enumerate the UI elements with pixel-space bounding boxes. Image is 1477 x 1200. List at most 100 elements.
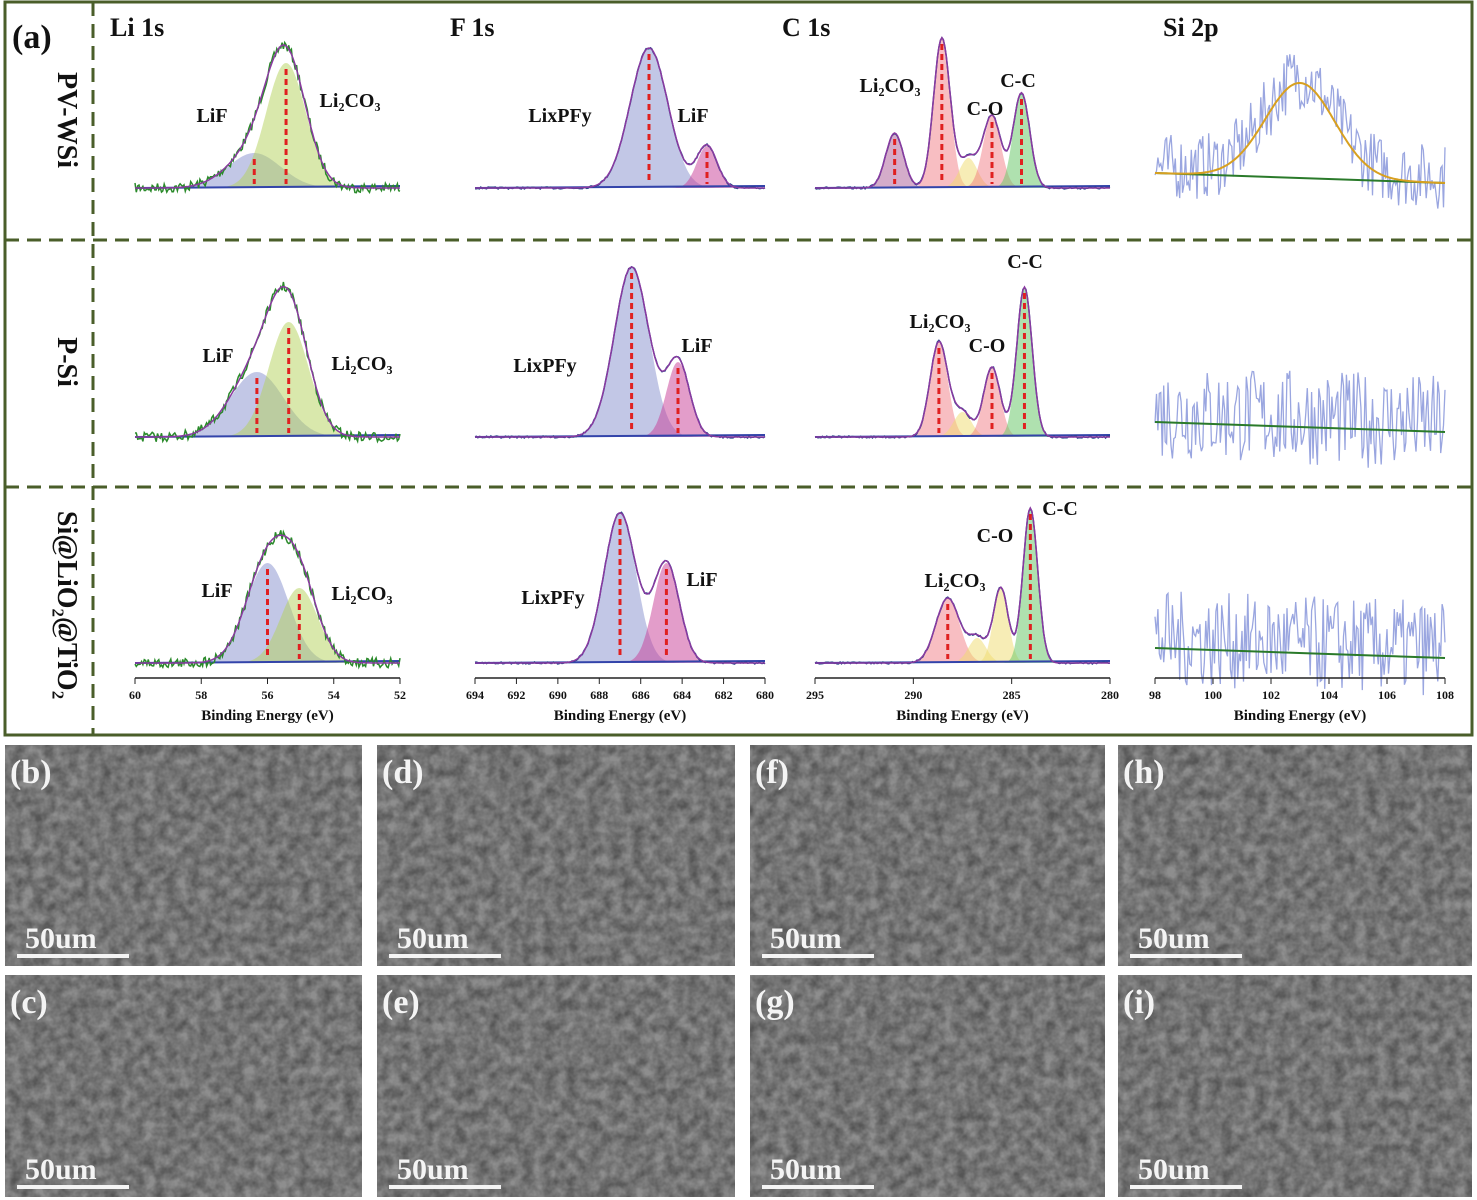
sem-texture [750,975,1105,1197]
fit-envelope [135,534,400,664]
sem-label: (e) [382,984,420,1021]
peak-label: LiF [681,335,712,357]
panel-frame [3,0,1474,737]
x-tick-label: 60 [129,688,141,702]
x-tick-label: 102 [1262,688,1280,702]
peak-component [135,63,400,188]
peak-label: Li₂CO₃ [320,90,381,112]
x-tick-label: 54 [328,688,340,702]
x-axis-label: Binding Energy (eV) [554,708,687,724]
row-label: P-Si [51,337,82,387]
peak-label: LiF [677,105,708,127]
x-tick-label: 688 [590,688,608,702]
fit-envelope [135,44,400,189]
peak-label: Li₂CO₃ [332,353,393,375]
x-tick-label: 58 [195,688,207,702]
x-tick-label: 106 [1378,688,1396,702]
peak-label: Li₂CO₃ [925,570,986,592]
baseline [1154,172,1446,184]
sem-texture [5,975,362,1197]
peak-label: LixPFy [521,587,584,609]
panel-label: (a) [12,19,52,56]
raw-spectrum [1154,54,1446,209]
x-tick-label: 98 [1149,688,1161,702]
sem-texture [5,745,362,966]
peak-component [815,412,1110,437]
x-tick-label: 52 [394,688,406,702]
peak-component [815,508,1110,663]
fit-envelope [1155,82,1446,184]
fit-envelope [475,266,765,438]
peak-component [815,287,1110,437]
x-tick-label: 686 [632,688,650,702]
x-tick-label: 285 [1003,688,1021,702]
peak-component [475,146,765,188]
raw-spectrum [134,281,401,444]
peak-label: C-O [977,525,1014,547]
peak-component [475,48,765,188]
sem-label: (f) [755,754,789,791]
sem-texture [377,745,735,966]
peak-label: Li₂CO₃ [332,583,393,605]
peak-label: C-C [1000,70,1036,92]
scale-bar [762,1185,874,1189]
x-axis-label: Binding Energy (eV) [201,708,334,724]
scale-bar-label: 50um [397,922,469,955]
x-tick-label: 100 [1204,688,1222,702]
peak-label: LiF [686,569,717,591]
sem-texture [1118,975,1472,1197]
x-tick-label: 104 [1320,688,1338,702]
sem-label: (b) [10,754,52,791]
scale-bar-label: 50um [1138,1153,1210,1186]
scale-bar-label: 50um [770,1153,842,1186]
raw-spectrum [1154,591,1446,696]
fit-envelope [475,47,765,189]
sem-texture [377,975,735,1197]
peak-label: LiF [196,105,227,127]
column-title: F 1s [450,13,495,42]
fit-envelope [815,506,1110,664]
scale-bar-label: 50um [397,1153,469,1186]
peak-label: C-O [969,335,1006,357]
x-tick-label: 690 [549,688,567,702]
fit-envelope [475,511,765,664]
column-title: Si 2p [1163,13,1219,42]
peak-label: C-C [1007,251,1043,273]
scale-bar [389,1185,501,1189]
peak-label: Li₂CO₃ [910,311,971,333]
row-label: PV-WSi [51,72,82,168]
raw-spectrum [1154,370,1446,468]
fit-envelope [815,36,1110,189]
peak-component [135,322,400,437]
column-title: Li 1s [110,13,164,42]
scale-bar-label: 50um [1138,922,1210,955]
peak-label: LiF [202,345,233,367]
x-tick-label: 680 [756,688,774,702]
sem-label: (d) [382,754,424,791]
fit-envelope [815,285,1110,438]
peak-component [815,638,1110,663]
sem-label: (c) [10,984,48,1021]
x-axis-label: Binding Energy (eV) [896,708,1029,724]
x-tick-label: 290 [904,688,922,702]
x-tick-label: 56 [262,688,274,702]
peak-component [815,158,1110,188]
peak-component [815,598,1110,663]
x-tick-label: 692 [507,688,525,702]
peak-component [135,588,400,663]
row-label: Si@LiO₂@TiO₂ [51,511,82,699]
fit-envelope [135,285,400,438]
x-tick-label: 684 [673,688,691,702]
scale-bar [762,954,874,958]
peak-label: LixPFy [528,105,591,127]
peak-label: LiF [201,580,232,602]
raw-spectrum [134,40,401,195]
peak-label: C-C [1042,498,1078,520]
scale-bar [17,954,129,958]
x-tick-label: 280 [1101,688,1119,702]
peak-label: C-O [967,98,1004,120]
scale-bar [1130,1185,1242,1189]
column-title: C 1s [782,13,830,42]
scale-bar [389,954,501,958]
